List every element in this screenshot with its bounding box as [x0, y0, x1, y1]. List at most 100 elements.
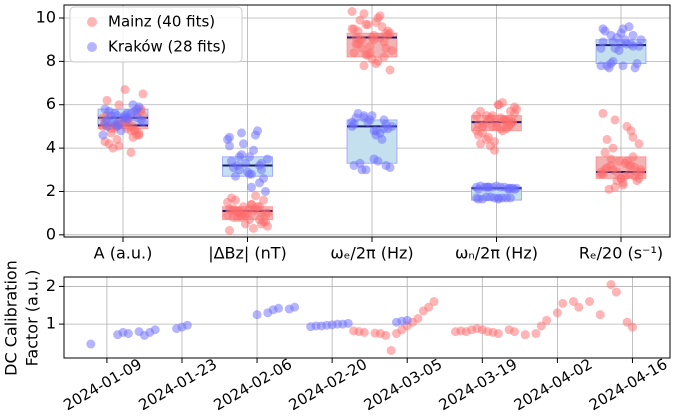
point [624, 160, 634, 170]
point [375, 11, 385, 21]
point [386, 345, 396, 355]
point [255, 178, 264, 188]
point [611, 287, 621, 297]
point [134, 130, 144, 140]
point [349, 119, 359, 129]
point [349, 24, 359, 34]
point [359, 113, 369, 123]
point [132, 113, 142, 123]
point [261, 186, 270, 196]
point [357, 165, 367, 175]
point [100, 104, 110, 114]
point [614, 156, 624, 166]
point [509, 327, 519, 337]
point [618, 180, 628, 190]
point [494, 100, 503, 110]
point [237, 150, 246, 160]
y-tick-label: 6 [46, 94, 56, 113]
x-tick-label: 2024-04-16 [586, 355, 671, 414]
point [474, 194, 483, 204]
point [490, 137, 499, 147]
point [347, 7, 357, 17]
x-tick-label: 2024-03-19 [436, 355, 521, 414]
x-tick-label: 2024-02-20 [286, 355, 371, 414]
point [413, 313, 423, 323]
x-tick-label: |ΔBz| (nT) [208, 244, 287, 263]
point [274, 303, 284, 313]
plot-frame [63, 4, 671, 238]
point [263, 208, 272, 218]
point [531, 329, 541, 339]
point [359, 327, 369, 337]
point [241, 158, 250, 168]
point [626, 126, 636, 136]
x-tick-label: 2024-03-05 [361, 355, 446, 414]
point [616, 28, 626, 38]
point [371, 126, 381, 136]
point [150, 325, 160, 335]
point [249, 223, 258, 233]
point [628, 30, 638, 40]
y-tick-label: 8 [46, 51, 56, 70]
point [235, 165, 244, 175]
x-tick-label: 2024-04-02 [511, 355, 596, 414]
point [112, 121, 122, 131]
point [253, 126, 262, 136]
point [373, 56, 383, 66]
point [606, 280, 616, 290]
point [365, 41, 375, 51]
y-tick-label: 0 [46, 224, 56, 243]
point [102, 115, 112, 125]
point [371, 17, 381, 27]
plot-frame [63, 276, 671, 359]
point [102, 121, 112, 131]
point [634, 139, 644, 149]
point [402, 315, 412, 325]
point [363, 20, 373, 30]
legend-marker [87, 42, 97, 52]
point [231, 171, 240, 181]
point [429, 296, 439, 306]
point [381, 43, 391, 53]
point [259, 195, 268, 205]
point [114, 100, 124, 110]
point [508, 117, 517, 127]
point [359, 61, 369, 71]
point [355, 15, 365, 25]
point [627, 322, 637, 332]
y-tick-label: 1 [46, 314, 56, 333]
point [86, 339, 96, 349]
point [237, 210, 246, 220]
point [257, 158, 266, 168]
y-axis-label: Factor (a.u.) [23, 270, 42, 367]
x-tick-label: ωₑ/2π (Hz) [330, 244, 413, 263]
point [608, 37, 618, 47]
point [472, 182, 481, 192]
point [542, 315, 552, 325]
point [600, 165, 610, 175]
y-axis-label: DC Calibration [2, 260, 21, 376]
point [251, 191, 260, 201]
x-tick-label: 2024-01-23 [135, 355, 220, 414]
legend: Mainz (40 fits) Kraków (28 fits) [69, 6, 243, 63]
point [252, 310, 262, 320]
point [257, 165, 266, 175]
point [122, 108, 132, 118]
point [290, 302, 300, 312]
x-tick-label: A (a.u.) [94, 244, 153, 263]
point [634, 173, 644, 183]
point [128, 121, 138, 131]
point [558, 298, 568, 308]
point [126, 147, 136, 157]
point [585, 296, 595, 306]
point [478, 121, 487, 131]
point [249, 145, 258, 155]
x-tick-label: 2024-02-06 [211, 355, 296, 414]
point [231, 195, 240, 205]
point [626, 39, 636, 49]
point [225, 141, 234, 151]
legend-label: Kraków (28 fits) [108, 38, 226, 56]
point [251, 204, 260, 214]
point [595, 310, 605, 320]
point [239, 139, 248, 149]
